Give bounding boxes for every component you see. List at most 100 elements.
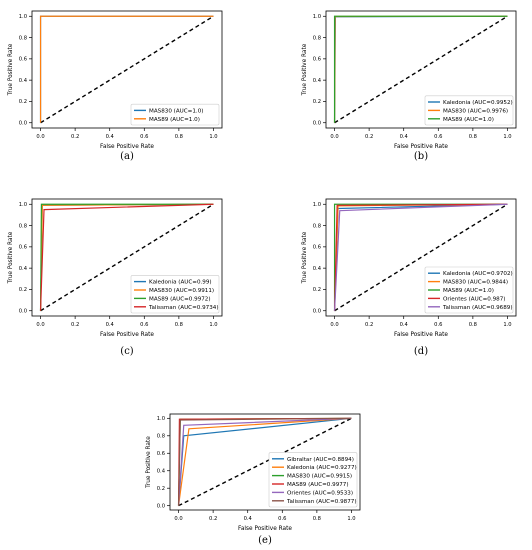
- plot-frame: [31, 198, 223, 317]
- y-tick-label: 0.4: [313, 78, 322, 84]
- x-tick-label: 1.0: [347, 516, 355, 522]
- plot-frame: [169, 413, 361, 511]
- legend-entry: MAS830 (AUC=0.9911): [149, 288, 214, 294]
- legend-entry: MAS830 (AUC=0.9915): [287, 474, 352, 480]
- x-tick-label: 0.8: [175, 134, 183, 140]
- y-tick-label: 0.4: [19, 78, 28, 84]
- legend-entry: Talissman (AUC=0.9689): [442, 305, 513, 311]
- y-tick-label: 0.2: [157, 486, 165, 492]
- x-tick-label: 0.4: [106, 322, 115, 328]
- diagonal-baseline: [334, 203, 508, 312]
- x-tick-label: 1.0: [209, 134, 217, 140]
- y-tick-label: 0.8: [313, 35, 321, 41]
- x-tick-label: 0.2: [365, 134, 373, 140]
- legend-box: [268, 452, 358, 508]
- roc-curve-5: [177, 417, 352, 506]
- x-tick-label: 0.4: [244, 516, 253, 522]
- plot-frame: [31, 10, 223, 129]
- legend-entry: MAS89 (AUC=0.9972): [149, 296, 211, 302]
- x-tick-label: 0.0: [36, 322, 44, 328]
- y-tick-label: 0.6: [313, 57, 321, 63]
- x-tick-label: 0.2: [365, 322, 373, 328]
- legend-entry: Kaledonia (AUC=0.99): [149, 280, 212, 286]
- legend-box: [424, 266, 514, 314]
- legend: Kaledonia (AUC=0.9952) MAS830 (AUC=0.9976…: [424, 95, 514, 126]
- legend-entry: MAS89 (AUC=1.0): [149, 117, 200, 123]
- y-tick-label: 1.0: [313, 202, 321, 208]
- roc-panel-3: 0.0 0.0 0.2 0.2 0.4 0.4 0.6 0.6 0.8 0.8 1.0 1.0 Fals…: [8, 198, 223, 357]
- y-tick-label: 0.6: [313, 245, 321, 251]
- roc-panel-1: 0.0 0.0 0.2 0.2 0.4 0.4 0.6 0.6 0.8 0.8 1.0 1.0 Fals…: [8, 10, 223, 162]
- y-tick-label: 0.6: [157, 451, 165, 457]
- legend-entry: Gibraltar (AUC=0.8894): [287, 457, 354, 463]
- legend: Kaledonia (AUC=0.99) MAS830 (AUC=0.9911) M…: [130, 275, 220, 314]
- panel-caption: (b): [414, 151, 428, 162]
- plot-frame: [325, 198, 517, 317]
- roc-curve-3: [333, 15, 508, 123]
- legend: Gibraltar (AUC=0.8894) Kaledonia (AUC=0.9…: [268, 452, 358, 508]
- y-tick-label: 0.2: [19, 287, 27, 293]
- x-axis-label: False Positive Rate: [100, 144, 154, 150]
- panel-caption: (a): [120, 151, 134, 162]
- legend-box: [424, 95, 514, 126]
- x-tick-label: 0.0: [174, 516, 182, 522]
- y-axis-label: True Positive Rate: [302, 231, 308, 284]
- x-tick-label: 0.8: [469, 322, 477, 328]
- x-tick-label: 0.2: [71, 134, 79, 140]
- y-axis-label: True Positive Rate: [8, 231, 14, 284]
- diagonal-baseline: [40, 15, 214, 124]
- legend-entry: MAS830 (AUC=0.9844): [443, 280, 508, 286]
- x-tick-label: 1.0: [503, 322, 511, 328]
- diagonal-baseline: [178, 417, 352, 507]
- legend-entry: Orientes (AUC=0.987): [443, 296, 505, 302]
- legend-entry: MAS830 (AUC=1.0): [149, 108, 203, 114]
- x-tick-label: 0.8: [175, 322, 183, 328]
- legend-entry: Kaledonia (AUC=0.9277): [287, 465, 357, 471]
- roc-panel-5: 0.0 0.0 0.2 0.2 0.4 0.4 0.6 0.6 0.8 0.8 1.0 1.0 Fals…: [146, 413, 361, 546]
- y-tick-label: 0.0: [19, 309, 27, 315]
- y-tick-label: 1.0: [19, 202, 27, 208]
- x-tick-label: 0.2: [209, 516, 217, 522]
- legend: Kaledonia (AUC=0.9702) MAS830 (AUC=0.9844…: [424, 266, 514, 314]
- y-tick-label: 1.0: [157, 416, 165, 422]
- x-tick-label: 1.0: [209, 322, 217, 328]
- y-tick-label: 0.4: [157, 469, 166, 475]
- y-tick-label: 0.0: [313, 309, 321, 315]
- y-axis-label: True Positive Rate: [146, 436, 152, 489]
- legend-entry: MAS89 (AUC=1.0): [443, 288, 494, 294]
- legend-entry: MAS830 (AUC=0.9976): [443, 108, 508, 114]
- y-tick-label: 0.8: [157, 434, 165, 440]
- diagonal-baseline: [40, 203, 214, 312]
- roc-panel-2: 0.0 0.0 0.2 0.2 0.4 0.4 0.6 0.6 0.8 0.8 1.0 1.0 Fals…: [302, 10, 517, 162]
- legend: MAS830 (AUC=1.0) MAS89 (AUC=1.0): [130, 103, 220, 126]
- y-tick-label: 0.6: [19, 245, 27, 251]
- legend-entry: MAS89 (AUC=1.0): [443, 117, 494, 123]
- x-tick-label: 0.8: [469, 134, 477, 140]
- y-tick-label: 0.0: [157, 503, 165, 509]
- x-tick-label: 0.0: [330, 134, 338, 140]
- y-tick-label: 1.0: [313, 14, 321, 20]
- y-tick-label: 1.0: [19, 14, 27, 20]
- y-axis-label: True Positive Rate: [8, 43, 14, 96]
- legend-box: [130, 103, 220, 126]
- legend-entry: Kaledonia (AUC=0.9952): [443, 100, 513, 106]
- x-tick-label: 1.0: [503, 134, 511, 140]
- x-tick-label: 0.4: [106, 134, 115, 140]
- y-tick-label: 0.6: [19, 57, 27, 63]
- legend-entry: Talissman (AUC=0.9734): [148, 305, 219, 311]
- x-tick-label: 0.6: [434, 134, 442, 140]
- roc-curve-2: [39, 15, 214, 123]
- y-tick-label: 0.8: [19, 35, 27, 41]
- plot-frame: [325, 10, 517, 129]
- diagonal-baseline: [334, 15, 508, 124]
- x-tick-label: 0.4: [400, 134, 409, 140]
- x-tick-label: 0.8: [313, 516, 321, 522]
- x-tick-label: 0.2: [71, 322, 79, 328]
- x-tick-label: 0.6: [278, 516, 286, 522]
- legend-box: [130, 275, 220, 314]
- roc-curve-4: [39, 203, 214, 311]
- x-tick-label: 0.0: [330, 322, 338, 328]
- y-tick-label: 0.2: [313, 99, 321, 105]
- panel-caption: (e): [258, 535, 272, 546]
